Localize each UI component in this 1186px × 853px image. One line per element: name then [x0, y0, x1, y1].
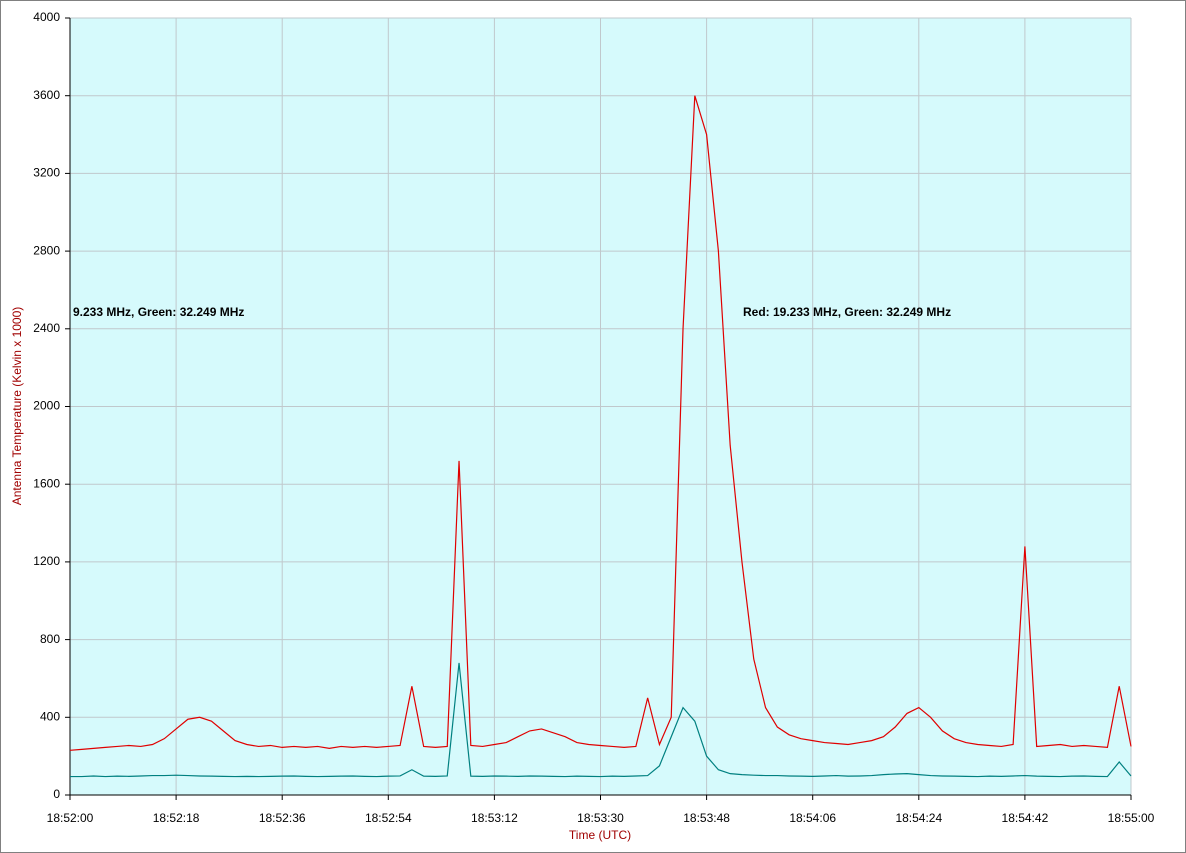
y-tick-label: 1600 [33, 476, 60, 490]
series-line [70, 662, 1132, 778]
x-tick-label: 18:52:36 [259, 811, 306, 825]
y-tick-label: 2800 [33, 243, 60, 257]
x-axis-label: Time (UTC) [569, 828, 631, 842]
y-tick-label: 3200 [33, 166, 60, 180]
y-tick-label: 2400 [33, 321, 60, 335]
y-tick-label: 2000 [33, 399, 60, 413]
x-tick-label: 18:54:24 [895, 811, 942, 825]
y-tick-label: 3600 [33, 88, 60, 102]
x-tick-label: 18:53:48 [683, 811, 730, 825]
y-axis-label: Antenna Temperature (Kelvin x 1000) [10, 307, 24, 506]
x-tick-label: 18:52:54 [365, 811, 412, 825]
x-tick-label: 18:54:06 [789, 811, 836, 825]
x-tick-label: 18:53:12 [471, 811, 518, 825]
annotation: Red: 19.233 MHz, Green: 32.249 MHz [743, 305, 951, 319]
y-tick-label: 400 [40, 709, 60, 723]
annotation: 9.233 MHz, Green: 32.249 MHz [73, 305, 244, 319]
y-tick-label: 4000 [33, 10, 60, 24]
x-tick-label: 18:55:00 [1108, 811, 1155, 825]
x-tick-label: 18:54:42 [1002, 811, 1049, 825]
x-tick-label: 18:53:30 [577, 811, 624, 825]
series-line [69, 95, 1132, 751]
x-tick-label: 18:52:18 [153, 811, 200, 825]
x-tick-label: 18:52:00 [47, 811, 94, 825]
y-tick-label: 800 [40, 632, 60, 646]
y-tick-label: 0 [53, 787, 60, 801]
y-tick-label: 1200 [33, 554, 60, 568]
